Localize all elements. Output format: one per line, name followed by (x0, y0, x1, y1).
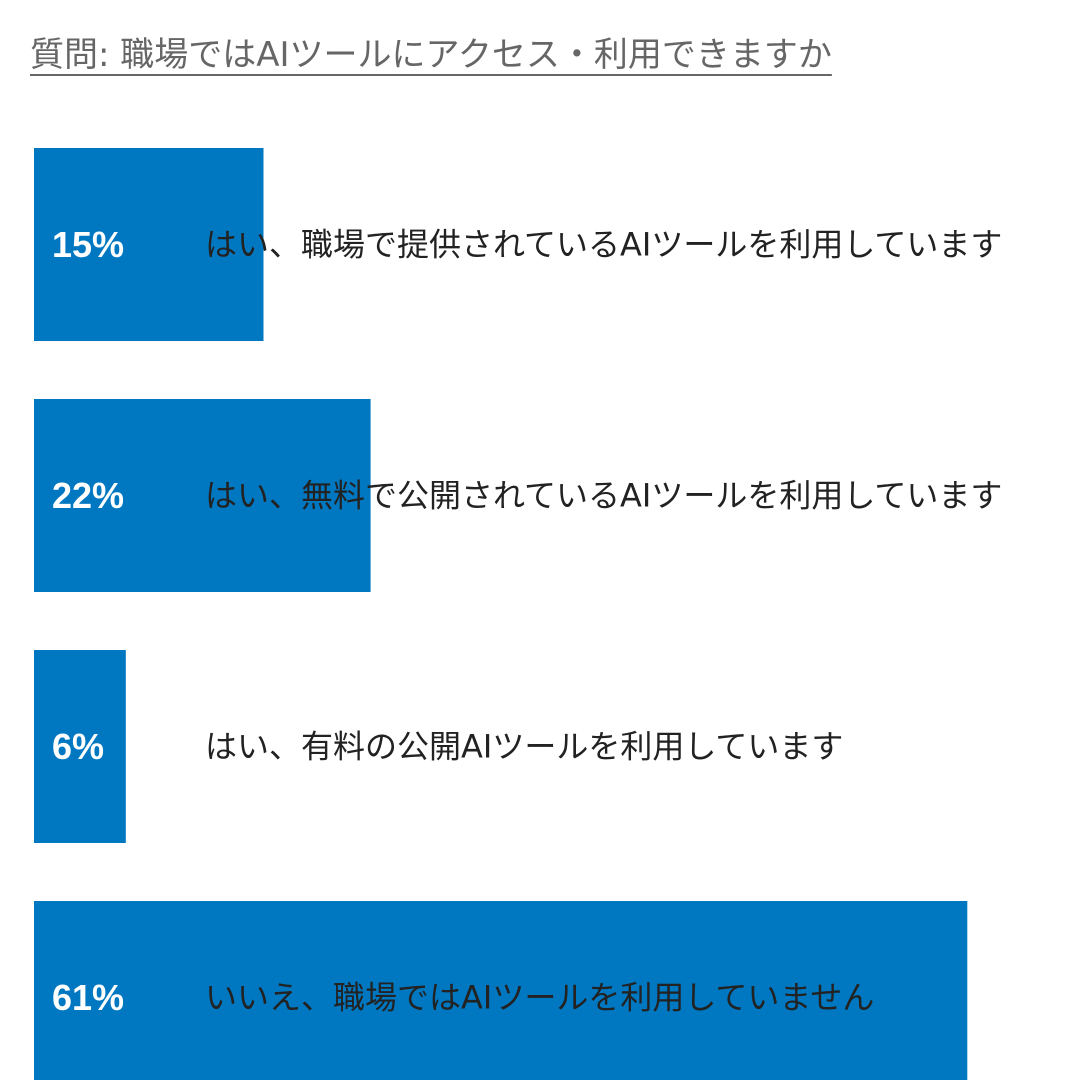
bar-value-label-3: 6% (52, 726, 104, 767)
bar-1 (34, 148, 264, 341)
bar-value-label-2: 22% (52, 475, 124, 516)
chart-title: 質問: 職場ではAIツールにアクセス・利用できますか (30, 35, 832, 75)
bar-2 (34, 399, 371, 592)
bar-3 (34, 650, 126, 843)
category-label-3: はい、有料の公開AIツールを利用しています (205, 728, 843, 766)
category-label-1: はい、職場で提供されているAIツールを利用しています (205, 226, 1002, 264)
category-label-4: いいえ、職場ではAIツールを利用していません (205, 979, 874, 1017)
category-label-2: はい、無料で公開されているAIツールを利用しています (205, 477, 1002, 515)
bar-value-label-1: 15% (52, 224, 124, 265)
bar-4 (34, 901, 968, 1080)
bar-value-label-4: 61% (52, 977, 124, 1018)
bars-group: 15% はい、職場で提供されているAIツールを利用しています 22% はい、無料で公開… (34, 148, 1002, 1080)
